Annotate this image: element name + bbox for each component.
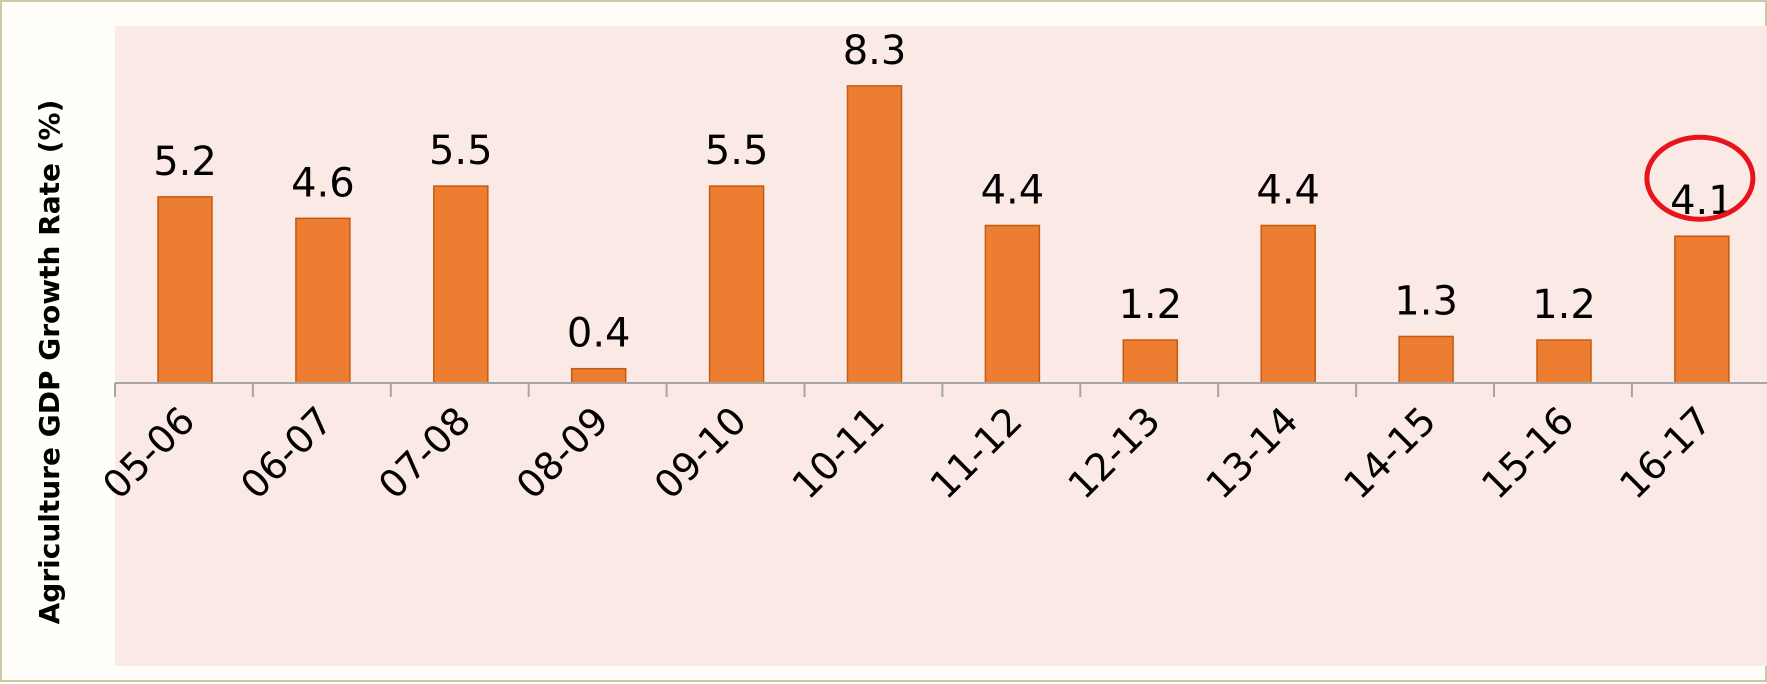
bar-13-14 — [1260, 224, 1316, 384]
data-label: 1.2 — [1118, 282, 1182, 328]
bar-07-08 — [433, 185, 489, 384]
data-label: 4.4 — [1256, 167, 1320, 213]
bar-14-15 — [1398, 335, 1454, 384]
bar-09-10 — [708, 185, 765, 384]
highlight-circle — [1644, 134, 1756, 222]
bar-05-06 — [157, 196, 213, 384]
bar-06-07 — [295, 217, 351, 384]
bar-15-16 — [1536, 339, 1592, 384]
data-label: 1.3 — [1394, 278, 1458, 324]
plot-area — [115, 26, 1767, 666]
data-label: 0.4 — [567, 311, 631, 357]
data-label: 5.5 — [705, 128, 769, 174]
data-label: 4.6 — [291, 160, 355, 206]
bars-group — [157, 85, 1730, 384]
x-axis — [114, 382, 1767, 397]
data-labels-group: 5.2 4.65.50.45.58.34.41.24.41.3 1.24.1 — [153, 28, 1734, 357]
y-axis-label: Agriculture GDP Growth Rate (%) — [33, 100, 66, 625]
bar-08-09 — [570, 367, 627, 384]
data-label: 5.5 — [429, 128, 493, 174]
data-label: 5.2 — [153, 139, 217, 185]
bar-12-13 — [1122, 339, 1179, 384]
data-label: 1.2 — [1532, 282, 1596, 328]
data-label: 8.3 — [843, 28, 907, 74]
bar-10-11 — [846, 85, 903, 384]
bar-11-12 — [984, 224, 1041, 384]
bar-16-17 — [1674, 235, 1730, 384]
data-label: 4.4 — [981, 167, 1045, 213]
highlight-group — [1644, 134, 1756, 222]
